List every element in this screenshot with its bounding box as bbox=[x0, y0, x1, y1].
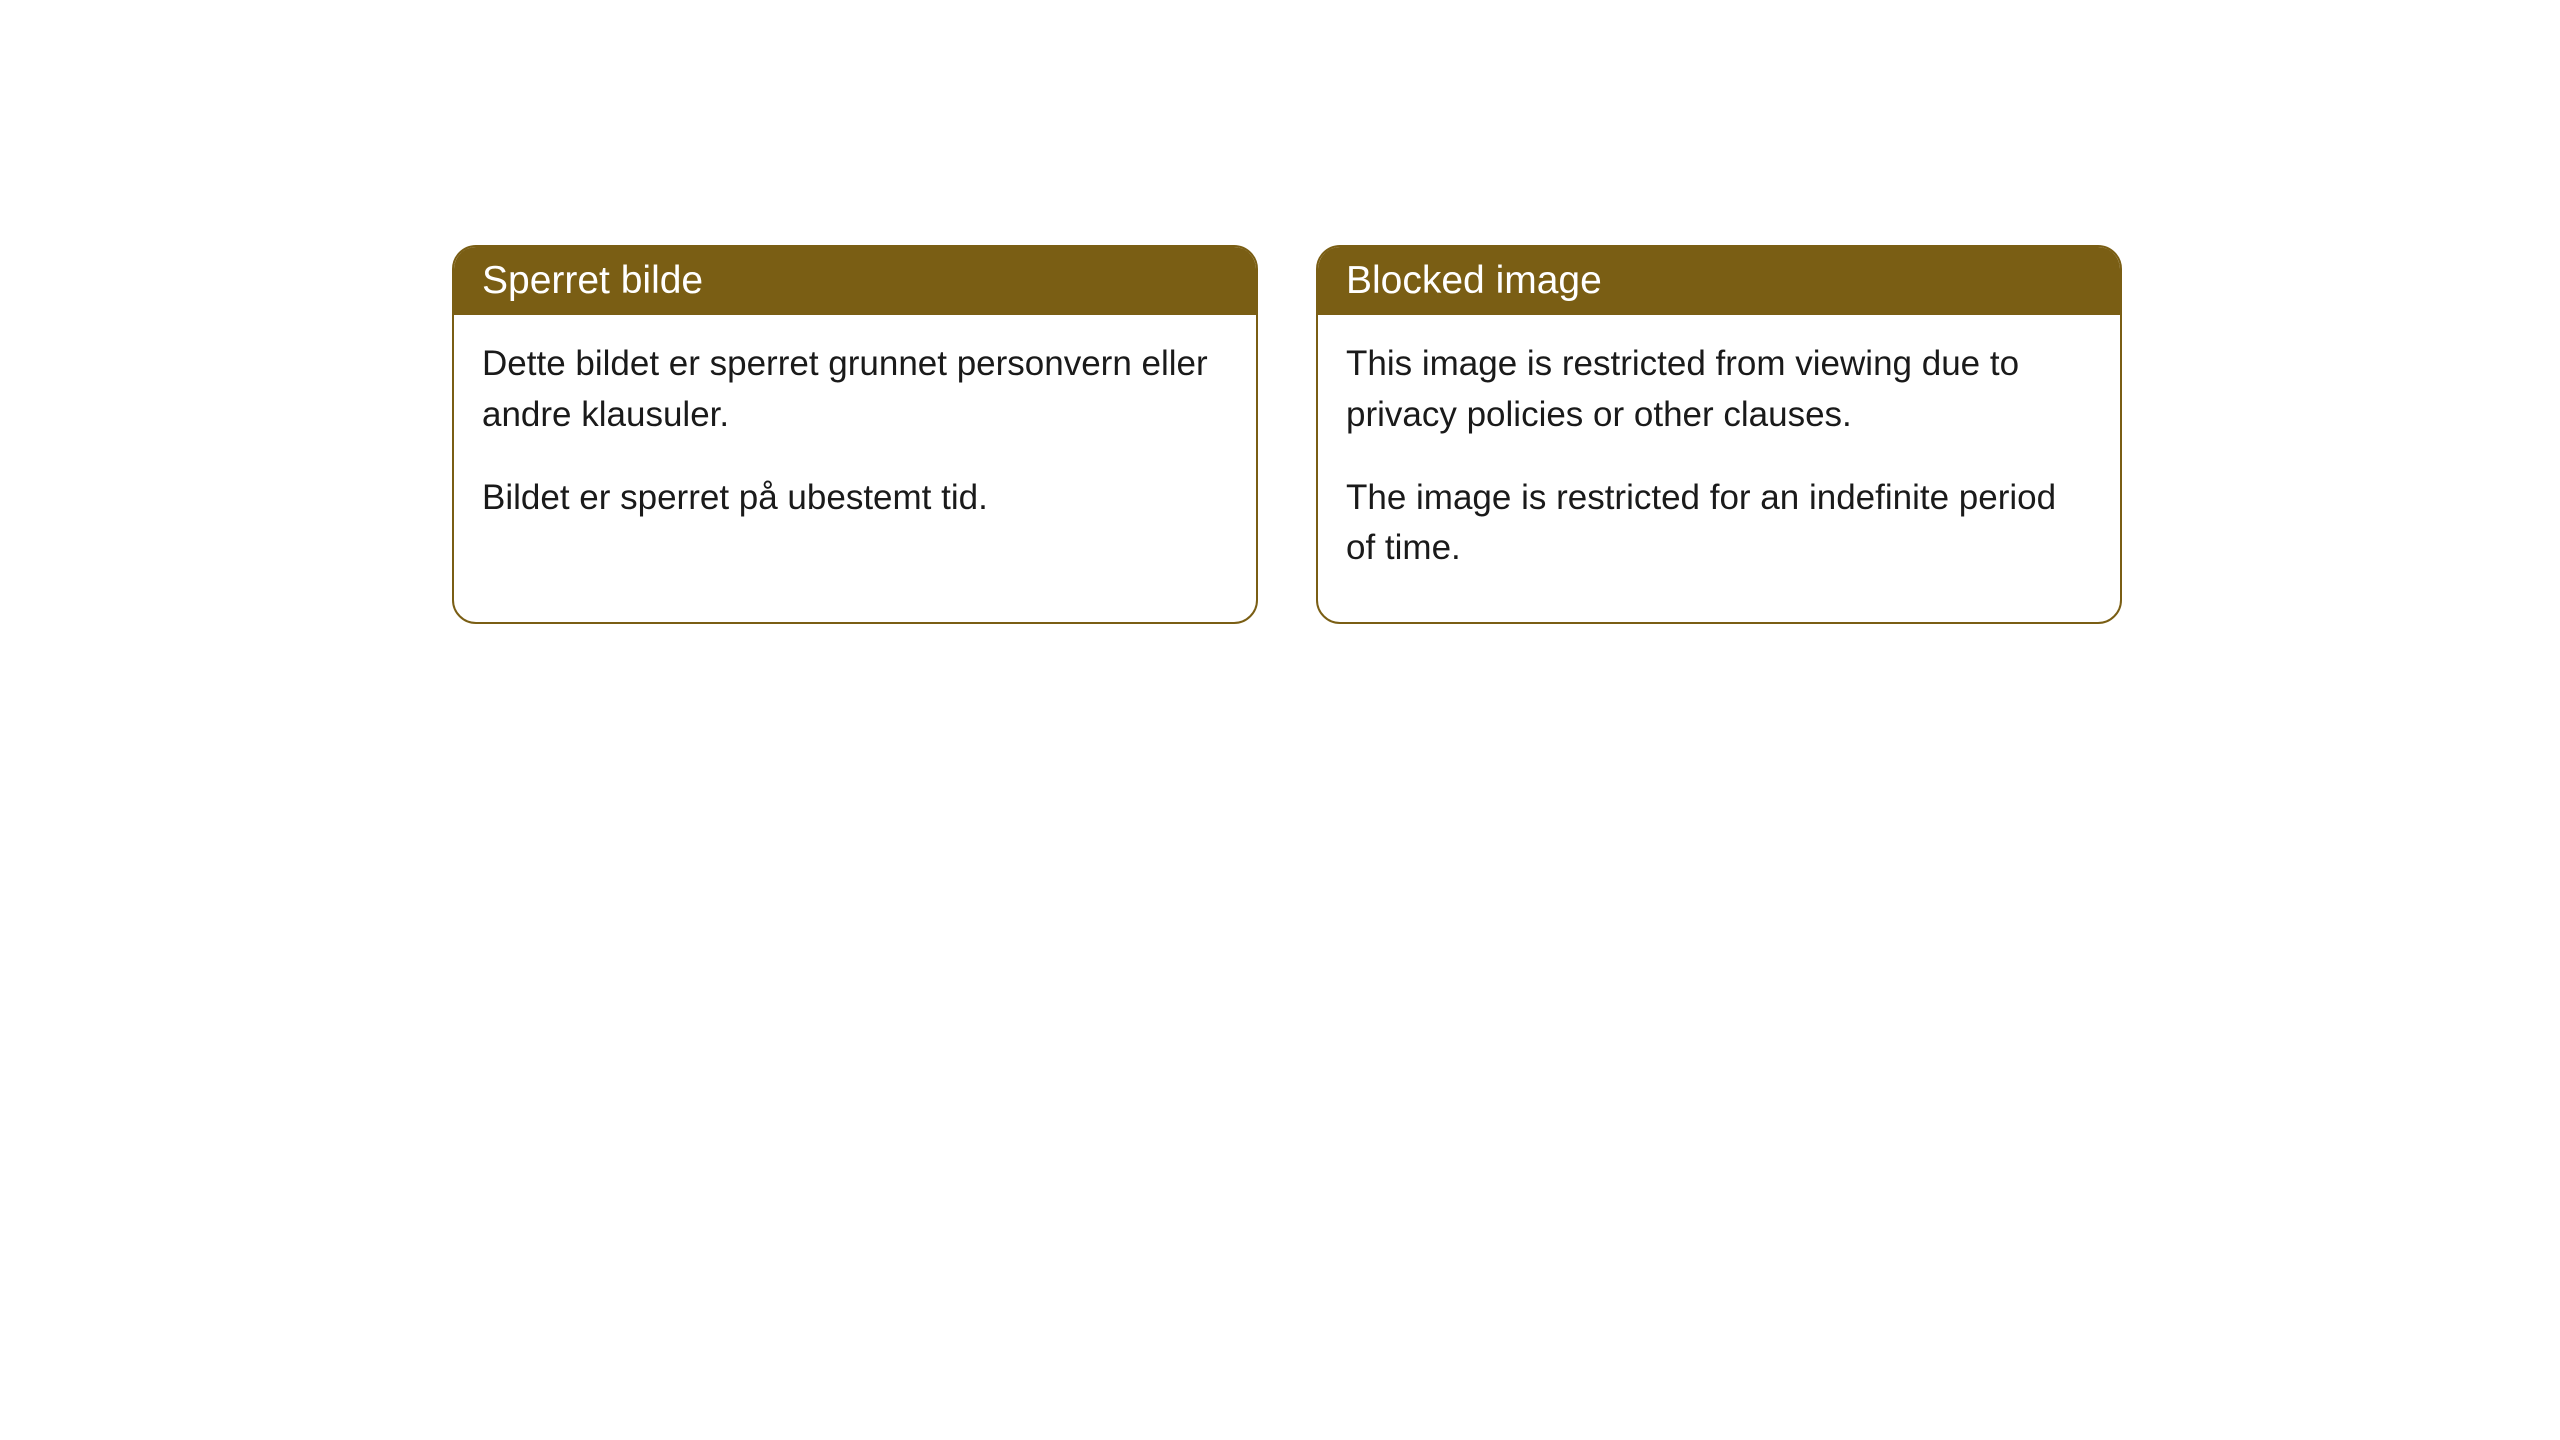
card-paragraph: Bildet er sperret på ubestemt tid. bbox=[482, 473, 1228, 524]
notice-container: Sperret bilde Dette bildet er sperret gr… bbox=[452, 245, 2122, 624]
card-paragraph: The image is restricted for an indefinit… bbox=[1346, 473, 2092, 575]
card-paragraph: This image is restricted from viewing du… bbox=[1346, 339, 2092, 441]
notice-card-english: Blocked image This image is restricted f… bbox=[1316, 245, 2122, 624]
card-header-english: Blocked image bbox=[1318, 247, 2120, 315]
card-paragraph: Dette bildet er sperret grunnet personve… bbox=[482, 339, 1228, 441]
card-title: Blocked image bbox=[1346, 259, 1602, 302]
notice-card-norwegian: Sperret bilde Dette bildet er sperret gr… bbox=[452, 245, 1258, 624]
card-body-norwegian: Dette bildet er sperret grunnet personve… bbox=[454, 315, 1256, 571]
card-body-english: This image is restricted from viewing du… bbox=[1318, 315, 2120, 622]
card-title: Sperret bilde bbox=[482, 259, 703, 302]
card-header-norwegian: Sperret bilde bbox=[454, 247, 1256, 315]
